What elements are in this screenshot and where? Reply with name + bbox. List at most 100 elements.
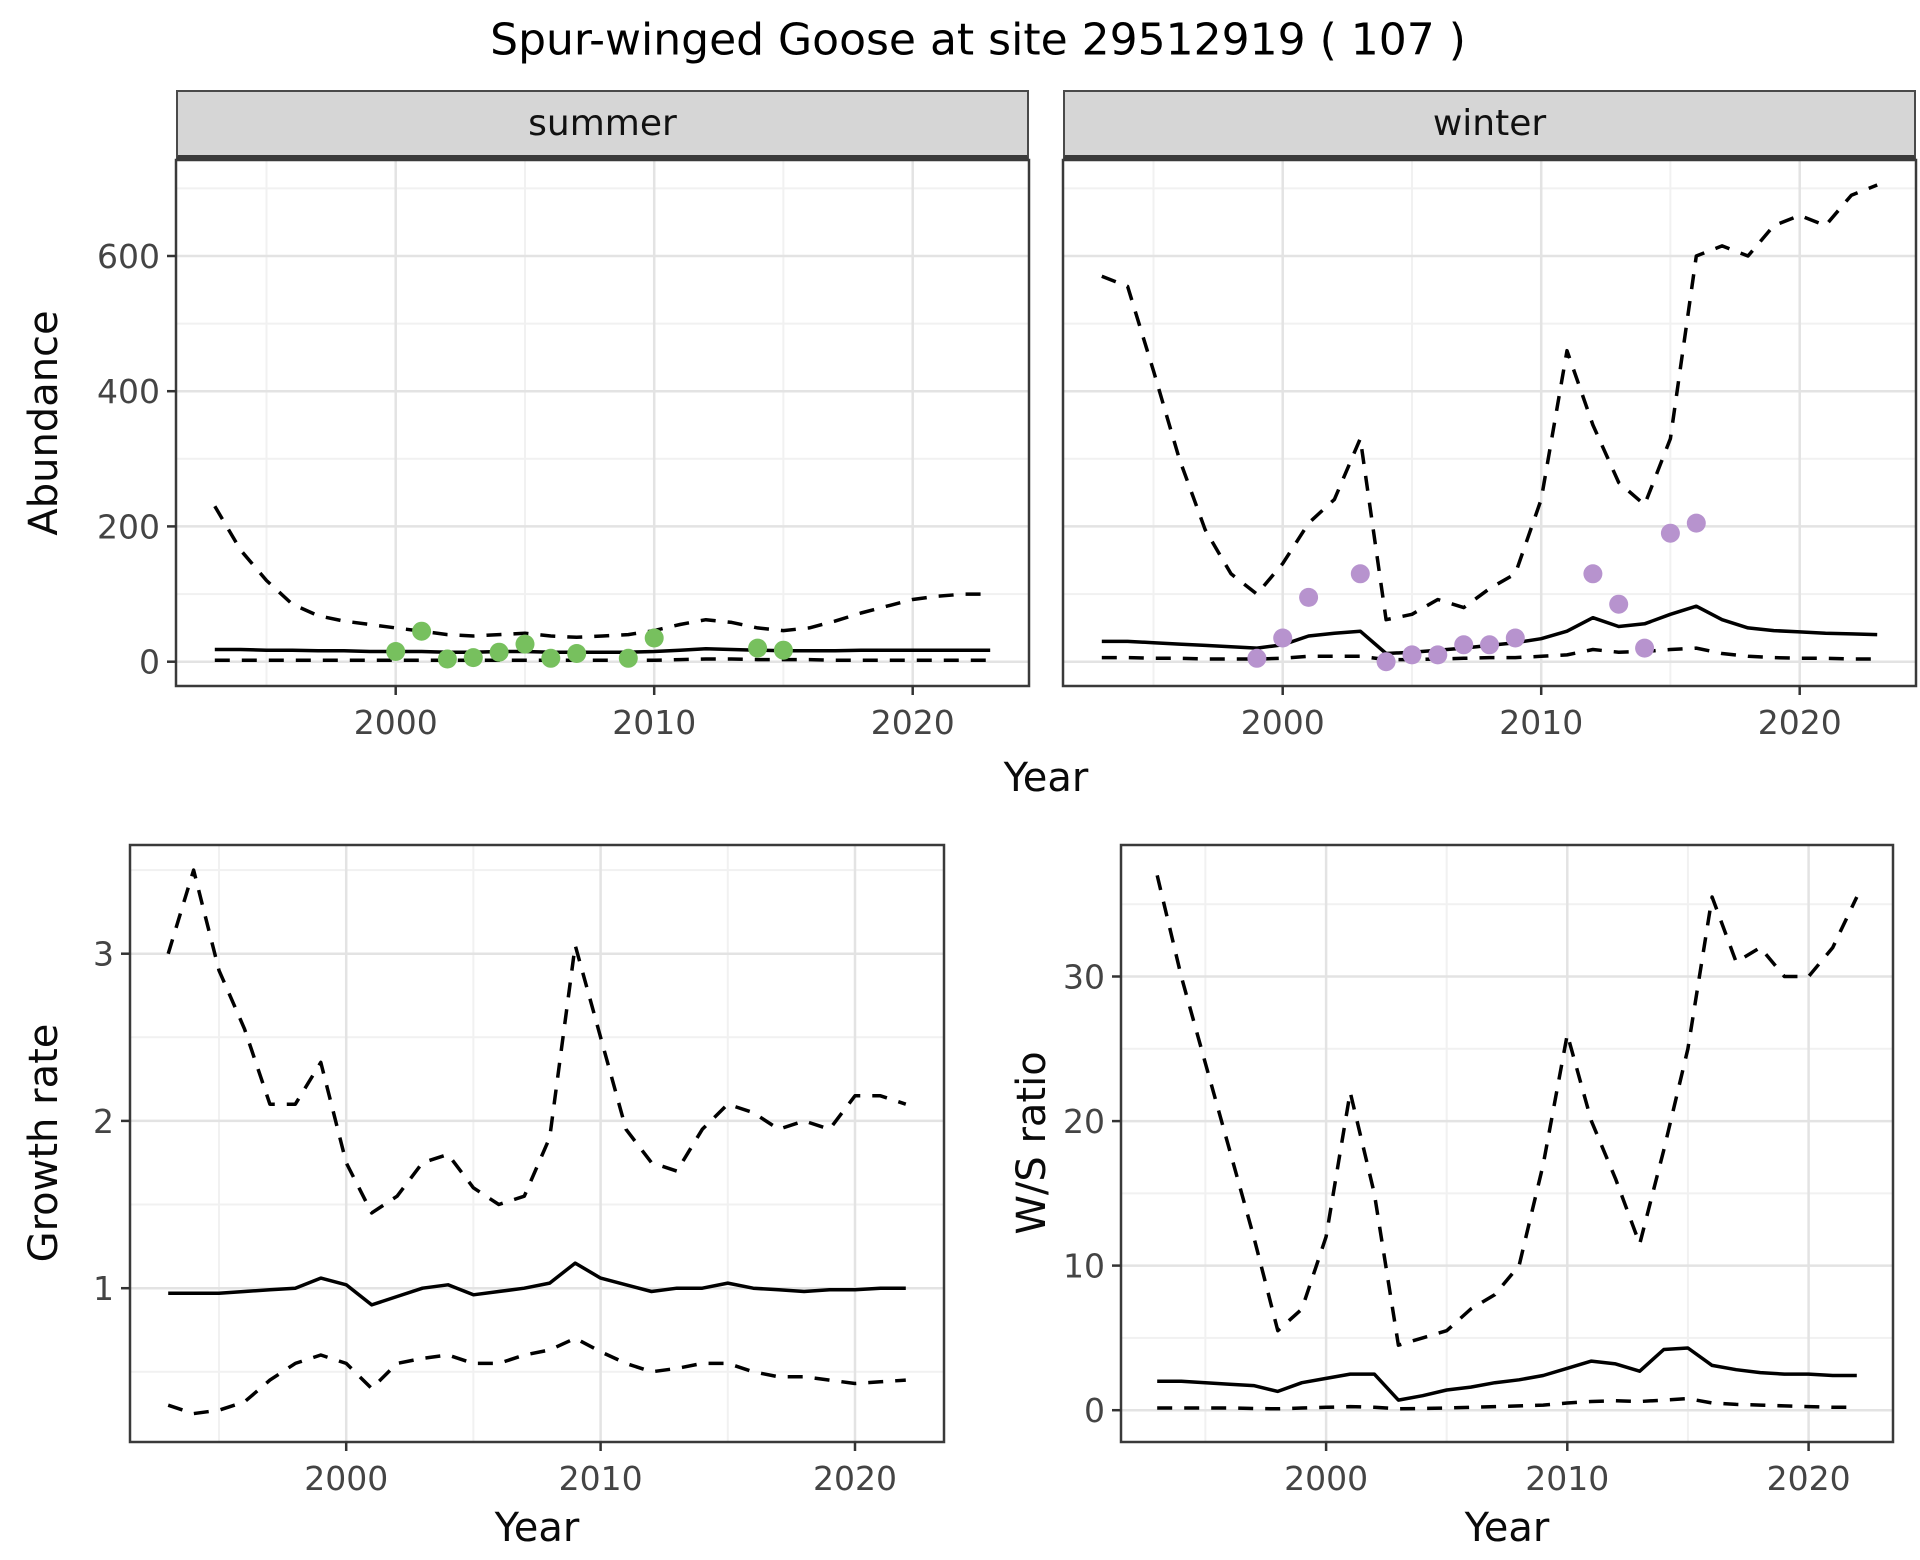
panel-background: [176, 160, 1029, 686]
y-tick-label: 2: [93, 1102, 114, 1141]
observation-point: [1660, 523, 1680, 543]
x-tick-label: 2010: [559, 1459, 643, 1498]
panel-background: [130, 845, 944, 1442]
summer-abundance-upper-ci-line: [213, 505, 991, 640]
x-axis-title-year-top: Year: [1003, 755, 1089, 801]
observation-point: [1273, 628, 1293, 648]
observation-point: [1247, 648, 1267, 668]
x-tick-label: 2020: [1758, 703, 1842, 742]
plot-title: Spur-winged Goose at site 29512919 ( 107…: [490, 14, 1466, 66]
gridlines-major: [1121, 845, 1893, 1442]
y-tick-label: 10: [1063, 1247, 1105, 1286]
observation-point: [515, 634, 535, 654]
observation-point: [437, 649, 457, 669]
growth-rate-upper-ci-line: [166, 868, 907, 1215]
x-tick-label: 2010: [612, 703, 696, 742]
winter-abundance-lower-ci-line: [1101, 646, 1878, 662]
observation-point: [412, 621, 432, 641]
observation-point: [748, 638, 768, 658]
observation-point: [386, 642, 406, 661]
observation-point: [644, 628, 664, 648]
x-tick-label: 2000: [1241, 703, 1325, 742]
panel-summer-abundance: 2000 2010 2020 0 200 400 600: [97, 158, 1031, 742]
x-axis-title-year-growth: Year: [494, 1505, 580, 1551]
observation-point: [1635, 638, 1655, 658]
y-tick-label: 200: [97, 507, 160, 546]
x-axis-title-year-ws: Year: [1464, 1505, 1550, 1551]
gridlines-minor: [1063, 160, 1916, 686]
panel-border: [128, 843, 946, 1444]
y-tick-label: 400: [97, 372, 160, 411]
panel-ws-ratio: 2000 2010 2020 0 10 20 30: [1063, 843, 1895, 1498]
y-tick-label: 20: [1063, 1102, 1105, 1141]
x-axis-ticks: 2000 2010 2020: [304, 1442, 897, 1498]
facet-strip-summer: summer: [176, 90, 1029, 160]
x-tick-label: 2010: [1525, 1459, 1609, 1498]
observation-point: [1350, 564, 1370, 584]
x-tick-label: 2010: [1499, 703, 1583, 742]
gridlines-minor: [176, 160, 1029, 686]
observation-point: [618, 648, 638, 668]
observation-point: [1299, 587, 1319, 607]
x-tick-label: 2000: [304, 1459, 388, 1498]
y-tick-label: 0: [139, 643, 160, 682]
y-axis-title-ws-ratio: W/S ratio: [1009, 1051, 1055, 1235]
observation-point: [1402, 645, 1422, 665]
growth-rate-median-line: [168, 1261, 906, 1307]
growth-rate-lower-ci-line: [167, 1336, 906, 1416]
x-axis-ticks: 2000 2010 2020: [1241, 686, 1842, 742]
facet-strip-winter: winter: [1063, 90, 1916, 160]
observation-point: [1609, 594, 1629, 614]
y-axis-ticks: 0 10 20 30: [1063, 958, 1121, 1430]
x-tick-label: 2000: [354, 703, 438, 742]
winter-observations: [1247, 513, 1706, 672]
observation-point: [463, 648, 483, 668]
gridlines-major: [1063, 160, 1916, 686]
panel-border: [1119, 843, 1895, 1444]
observation-point: [567, 644, 587, 663]
observation-point: [1505, 628, 1525, 648]
observation-point: [1454, 635, 1474, 655]
observation-point: [1428, 645, 1448, 665]
summer-abundance-lower-ci-line: [214, 657, 991, 663]
ws-ratio-upper-ci-line: [1155, 874, 1859, 1347]
y-axis-title-abundance: Abundance: [21, 310, 67, 536]
y-tick-label: 600: [97, 237, 160, 276]
x-tick-label: 2020: [871, 703, 955, 742]
observation-point: [1376, 652, 1396, 672]
x-tick-label: 2020: [813, 1459, 897, 1498]
facet-label-summer: summer: [528, 103, 677, 144]
x-axis-ticks: 2000 2010 2020: [354, 686, 955, 742]
facet-label-winter: winter: [1432, 103, 1547, 144]
gridlines-minor: [130, 845, 944, 1442]
observation-point: [1480, 635, 1499, 655]
summer-abundance-median-line: [214, 647, 991, 654]
panel-growth-rate: 2000 2010 2020 1 2 3: [93, 843, 946, 1498]
y-tick-label: 30: [1063, 958, 1105, 997]
gridlines-major: [130, 845, 944, 1442]
y-tick-label: 1: [93, 1269, 114, 1308]
panel-background: [1121, 845, 1893, 1442]
y-axis-title-growth-rate: Growth rate: [21, 1023, 67, 1263]
observation-point: [1583, 564, 1603, 584]
observation-point: [489, 642, 509, 662]
panel-border: [174, 158, 1031, 688]
panel-background: [1063, 160, 1916, 686]
panel-border: [1061, 158, 1918, 688]
observation-point: [773, 640, 793, 660]
gridlines-minor: [1121, 845, 1893, 1442]
y-axis-ticks: 1 2 3: [93, 935, 130, 1308]
y-tick-label: 0: [1084, 1391, 1105, 1430]
x-tick-label: 2020: [1767, 1459, 1851, 1498]
observation-point: [1686, 513, 1706, 533]
winter-abundance-upper-ci-line: [1101, 183, 1878, 622]
summer-observations: [386, 621, 793, 669]
y-tick-label: 3: [93, 935, 114, 974]
x-axis-ticks: 2000 2010 2020: [1284, 1442, 1851, 1498]
y-axis-ticks: 0 200 400 600: [97, 237, 176, 682]
x-tick-label: 2000: [1284, 1459, 1368, 1498]
panel-winter-abundance: 2000 2010 2020: [1061, 158, 1918, 742]
ws-ratio-lower-ci-line: [1157, 1396, 1857, 1411]
